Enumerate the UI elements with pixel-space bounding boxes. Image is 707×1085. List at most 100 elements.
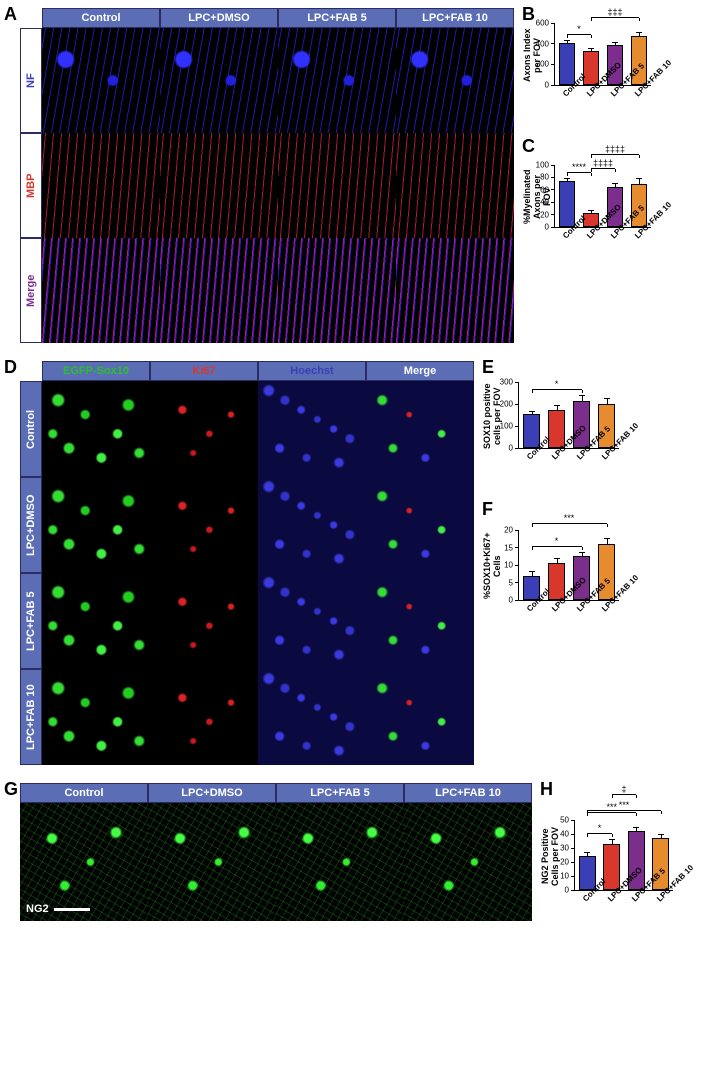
- micrograph: [258, 381, 366, 477]
- significance-label: *: [598, 823, 602, 833]
- ytick-label: 0: [509, 444, 513, 453]
- significance-label: *: [577, 24, 581, 34]
- ytick-label: 30: [560, 844, 569, 853]
- micrograph: [278, 238, 396, 343]
- significance-label: *: [555, 536, 559, 546]
- col-header: Ki67: [150, 361, 258, 381]
- significance-label: ‡‡‡‡: [593, 158, 613, 168]
- panel-b: B 0200400600*‡‡‡Axons Index per FOVContr…: [520, 8, 670, 128]
- ytick-label: 10: [504, 561, 513, 570]
- panel-e: E 0100200300*SOX10 positive cells per FO…: [480, 361, 640, 491]
- y-axis-label: NG2 Positive Cells per FOV: [540, 821, 560, 891]
- micrograph: [278, 133, 396, 238]
- micrograph: [160, 28, 278, 133]
- y-axis-label: %SOX10+Ki67+ Cells: [482, 531, 502, 601]
- row-header: LPC+FAB 5: [20, 573, 42, 669]
- ytick-label: 15: [504, 543, 513, 552]
- col-header: EGFP-Sox10: [42, 361, 150, 381]
- ytick-label: 50: [560, 816, 569, 825]
- panel-letter-g: G: [4, 779, 18, 800]
- y-axis-label: Axons Index per FOV: [522, 24, 542, 86]
- col-header: LPC+FAB 5: [276, 783, 404, 803]
- micrograph: [160, 133, 278, 238]
- row-header: Control: [20, 381, 42, 477]
- ytick-label: 5: [509, 578, 513, 587]
- micrograph: [366, 381, 474, 477]
- panel-letter-e: E: [482, 357, 494, 378]
- chart-e: 0100200300*SOX10 positive cells per FOVC…: [480, 361, 640, 491]
- micrograph: [150, 381, 258, 477]
- panel-letter-a: A: [4, 4, 17, 25]
- micrograph: [150, 477, 258, 573]
- panel-a: A ControlLPC+DMSOLPC+FAB 5LPC+FAB 10NFMB…: [8, 8, 514, 343]
- panel-d-grid: EGFP-Sox10Ki67HoechstMerge ControlLPC+DMS…: [20, 361, 474, 765]
- significance-label: ‡: [621, 784, 626, 794]
- panel-g: G ControlLPC+DMSOLPC+FAB 5LPC+FAB 10NG2: [8, 783, 532, 921]
- ytick-label: 0: [565, 886, 569, 895]
- micrograph: [396, 28, 514, 133]
- micrograph: [150, 573, 258, 669]
- panel-letter-b: B: [522, 4, 535, 25]
- panel-letter-h: H: [540, 779, 553, 800]
- y-axis-label: SOX10 positive cells per FOV: [482, 383, 502, 449]
- significance-label: ***: [619, 800, 630, 810]
- panel-a-grid: ControlLPC+DMSOLPC+FAB 5LPC+FAB 10NFMBPM…: [20, 8, 514, 343]
- bar: [559, 181, 576, 227]
- micrograph: [148, 803, 276, 921]
- row-header: LPC+DMSO: [20, 477, 42, 573]
- panel-letter-f: F: [482, 499, 493, 520]
- col-header: LPC+FAB 5: [278, 8, 396, 28]
- ytick-label: 0: [545, 81, 549, 90]
- panel-c: C 020406080100****‡‡‡‡‡‡‡‡%Myelinated Ax…: [520, 140, 670, 270]
- chart-f: 05101520****%SOX10+Ki67+ CellsControlLPC…: [480, 503, 640, 643]
- micrograph: [404, 803, 532, 921]
- panel-d: D EGFP-Sox10Ki67HoechstMergeControlLPC+D…: [8, 361, 474, 765]
- micrograph: [42, 477, 150, 573]
- micrograph: [160, 238, 278, 343]
- micrograph: [42, 381, 150, 477]
- col-header: LPC+FAB 10: [404, 783, 532, 803]
- micrograph: [42, 28, 160, 133]
- chart-h: 01020304050*******‡NG2 Positive Cells pe…: [538, 783, 693, 933]
- micrograph: [42, 573, 150, 669]
- significance-label: *: [555, 379, 559, 389]
- micrograph: [150, 669, 258, 765]
- micrograph: [366, 669, 474, 765]
- row-header: LPC+FAB 10: [20, 669, 42, 765]
- micrograph: [42, 133, 160, 238]
- ytick-label: 20: [504, 526, 513, 535]
- significance-label: ****: [572, 162, 586, 172]
- micrograph: [278, 28, 396, 133]
- micrograph: [366, 477, 474, 573]
- col-header: Control: [42, 8, 160, 28]
- micrograph: [396, 238, 514, 343]
- col-header: Merge: [366, 361, 474, 381]
- chart-c: 020406080100****‡‡‡‡‡‡‡‡%Myelinated Axon…: [520, 140, 670, 270]
- micrograph: NG2: [20, 803, 148, 921]
- significance-label: ‡‡‡: [607, 7, 622, 17]
- significance-label: ***: [564, 513, 575, 523]
- col-header: Hoechst: [258, 361, 366, 381]
- ytick-label: 10: [560, 872, 569, 881]
- micrograph: [396, 133, 514, 238]
- micrograph: [366, 573, 474, 669]
- panel-g-grid: ControlLPC+DMSOLPC+FAB 5LPC+FAB 10 NG2: [20, 783, 532, 921]
- col-header: LPC+FAB 10: [396, 8, 514, 28]
- row-header: NF: [20, 28, 42, 133]
- inset-label: NG2: [26, 903, 49, 915]
- ytick-label: 0: [509, 596, 513, 605]
- micrograph: [42, 669, 150, 765]
- micrograph: [258, 669, 366, 765]
- ytick-label: 40: [560, 830, 569, 839]
- panel-h: H 01020304050*******‡NG2 Positive Cells …: [538, 783, 693, 933]
- col-header: LPC+DMSO: [148, 783, 276, 803]
- panel-letter-c: C: [522, 136, 535, 157]
- significance-label: ‡‡‡‡: [605, 144, 625, 154]
- row-header: MBP: [20, 133, 42, 238]
- ytick-label: 20: [560, 858, 569, 867]
- col-header: Control: [20, 783, 148, 803]
- panel-letter-d: D: [4, 357, 17, 378]
- y-axis-label: %Myelinated Axons per FOV: [522, 166, 552, 228]
- col-header: LPC+DMSO: [160, 8, 278, 28]
- micrograph: [258, 573, 366, 669]
